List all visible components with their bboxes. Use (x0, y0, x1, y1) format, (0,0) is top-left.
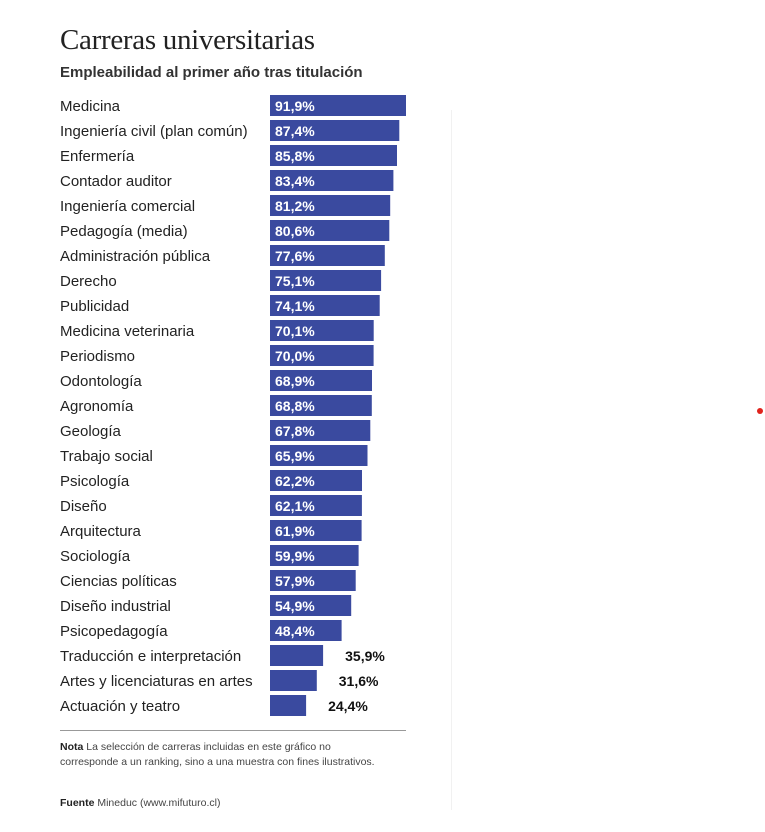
value-label: 48,4% (275, 623, 315, 639)
bar (270, 545, 359, 566)
chart-note: Nota La selección de carreras incluidas … (60, 740, 380, 770)
category-label: Actuación y teatro (60, 698, 180, 715)
category-label: Psicopedagogía (60, 623, 168, 640)
value-label: 80,6% (275, 223, 315, 239)
bar (270, 370, 372, 391)
note-text: La selección de carreras incluidas en es… (60, 741, 375, 768)
category-label: Agronomía (60, 398, 134, 415)
category-label: Medicina (60, 98, 121, 115)
category-label: Traducción e interpretación (60, 648, 241, 665)
bar (270, 695, 307, 716)
value-label: 62,1% (275, 498, 315, 514)
value-label: 67,8% (275, 423, 315, 439)
value-label: 31,6% (339, 673, 379, 689)
category-label: Odontología (60, 373, 142, 390)
bar (270, 645, 324, 666)
bar (270, 595, 352, 616)
bar (270, 470, 362, 491)
source-text: Mineduc (www.mifuturo.cl) (97, 797, 221, 809)
value-label: 24,4% (328, 698, 368, 714)
bar (270, 95, 406, 116)
bar (270, 270, 382, 291)
bar (270, 420, 371, 441)
value-label: 77,6% (275, 248, 315, 264)
bar (270, 670, 317, 691)
page-edge-line (451, 110, 452, 810)
value-label: 61,9% (275, 523, 315, 539)
bar (270, 495, 362, 516)
value-label: 81,2% (275, 198, 315, 214)
category-label: Diseño industrial (60, 598, 171, 615)
value-label: 74,1% (275, 298, 315, 314)
category-label: Diseño (60, 498, 107, 515)
bar (270, 395, 372, 416)
category-label: Derecho (60, 273, 117, 290)
value-label: 54,9% (275, 598, 315, 614)
value-label: 87,4% (275, 123, 315, 139)
bar (270, 445, 368, 466)
bar (270, 245, 385, 266)
bar (270, 620, 342, 641)
category-label: Trabajo social (60, 448, 153, 465)
category-label: Geología (60, 423, 122, 440)
note-label: Nota (60, 741, 84, 753)
category-label: Medicina veterinaria (60, 323, 195, 340)
value-label: 70,1% (275, 323, 315, 339)
category-label: Ingeniería civil (plan común) (60, 123, 248, 140)
bar (270, 170, 394, 191)
category-label: Pedagogía (media) (60, 223, 188, 240)
value-label: 91,9% (275, 98, 315, 114)
category-label: Sociología (60, 548, 131, 565)
bar (270, 295, 380, 316)
category-label: Ciencias políticas (60, 573, 177, 590)
value-label: 75,1% (275, 273, 315, 289)
chart-subtitle: Empleabilidad al primer año tras titulac… (60, 64, 363, 81)
value-label: 59,9% (275, 548, 315, 564)
bar (270, 195, 391, 216)
footer-divider (60, 730, 406, 731)
value-label: 68,9% (275, 373, 315, 389)
bar (270, 145, 397, 166)
category-label: Administración pública (60, 248, 211, 265)
value-label: 83,4% (275, 173, 315, 189)
value-label: 85,8% (275, 148, 315, 164)
value-label: 70,0% (275, 348, 315, 364)
chart-title: Carreras universitarias (60, 24, 315, 56)
category-label: Artes y licenciaturas en artes (60, 673, 253, 690)
bar (270, 520, 362, 541)
bar (270, 345, 374, 366)
chart-source: Fuente Mineduc (www.mifuturo.cl) (60, 797, 220, 809)
category-label: Psicología (60, 473, 130, 490)
category-label: Arquitectura (60, 523, 142, 540)
value-label: 68,8% (275, 398, 315, 414)
value-label: 65,9% (275, 448, 315, 464)
category-label: Periodismo (60, 348, 135, 365)
value-label: 62,2% (275, 473, 315, 489)
bar (270, 120, 400, 141)
red-dot-marker (757, 408, 763, 414)
category-label: Ingeniería comercial (60, 198, 195, 215)
bar (270, 570, 356, 591)
category-label: Enfermería (60, 148, 135, 165)
value-label: 57,9% (275, 573, 315, 589)
category-label: Publicidad (60, 298, 129, 315)
source-label: Fuente (60, 797, 95, 809)
value-label: 35,9% (345, 648, 385, 664)
bar (270, 220, 390, 241)
bar (270, 320, 374, 341)
category-label: Contador auditor (60, 173, 172, 190)
